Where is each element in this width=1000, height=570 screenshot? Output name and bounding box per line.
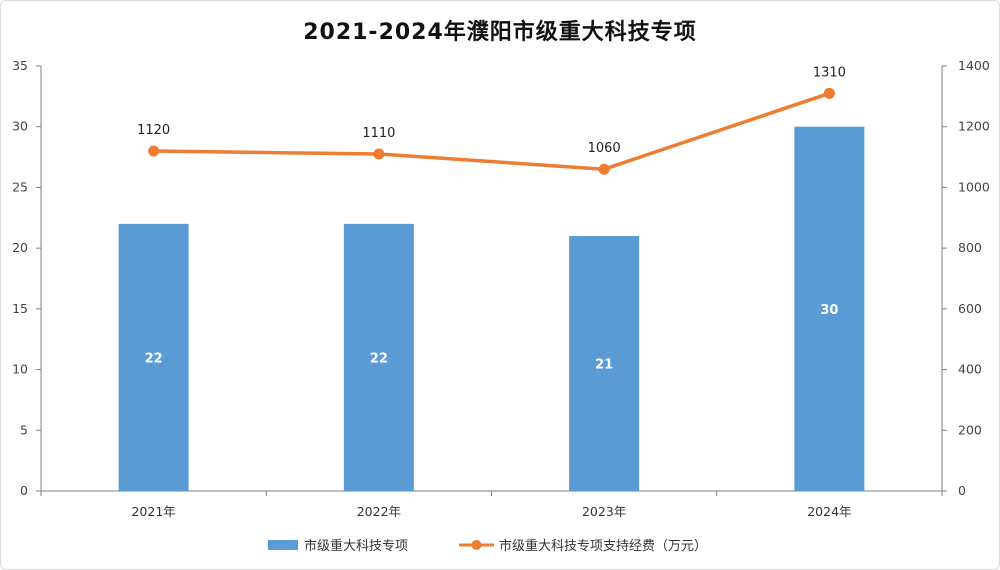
- x-tick-label: 2024年: [807, 504, 851, 519]
- line-point: [823, 87, 835, 99]
- left-y-tick-label: 0: [20, 483, 28, 498]
- line-data-label: 1120: [137, 123, 170, 138]
- left-y-tick-label: 5: [20, 422, 28, 437]
- line-series: [153, 91, 830, 171]
- left-y-tick-label: 10: [12, 362, 28, 377]
- right-y-tick-label: 400: [958, 362, 982, 377]
- line-data-label: 1110: [362, 126, 395, 141]
- bar-data-label: 22: [145, 351, 163, 366]
- right-y-tick-label: 0: [958, 483, 966, 498]
- bar-data-label: 21: [595, 358, 613, 373]
- line-data-label: 1310: [813, 65, 846, 80]
- x-tick-label: 2023年: [582, 504, 626, 519]
- bar: [343, 223, 414, 491]
- line-point: [148, 145, 160, 157]
- chart-title: 2021-2024年濮阳市级重大科技专项: [303, 20, 697, 45]
- legend-bar-label: 市级重大科技专项: [304, 538, 408, 554]
- line-data-label: 1060: [588, 141, 621, 156]
- line-point: [598, 163, 610, 175]
- right-y-tick-label: 1200: [958, 119, 990, 134]
- left-y-tick-label: 35: [12, 58, 28, 73]
- right-y-tick-label: 1400: [958, 58, 990, 73]
- right-y-tick-label: 800: [958, 240, 982, 255]
- right-y-tick-label: 1000: [958, 179, 990, 194]
- bar: [794, 126, 865, 491]
- legend-line-label: 市级重大科技专项支持经费（万元）: [499, 538, 707, 554]
- line-point: [373, 148, 385, 160]
- legend-bar-swatch: [268, 540, 298, 550]
- legend-line-marker: [471, 540, 482, 550]
- left-y-tick-label: 15: [12, 301, 28, 316]
- bar: [118, 223, 189, 491]
- bar-data-label: 30: [820, 303, 838, 318]
- x-tick-label: 2022年: [357, 504, 401, 519]
- x-tick-label: 2021年: [131, 504, 175, 519]
- right-y-tick-label: 200: [958, 422, 982, 437]
- bar-data-label: 22: [370, 351, 388, 366]
- left-y-tick-label: 30: [12, 119, 28, 134]
- left-y-tick-label: 20: [12, 240, 28, 255]
- left-y-tick-label: 25: [12, 179, 28, 194]
- bar: [569, 236, 640, 491]
- right-y-tick-label: 600: [958, 301, 982, 316]
